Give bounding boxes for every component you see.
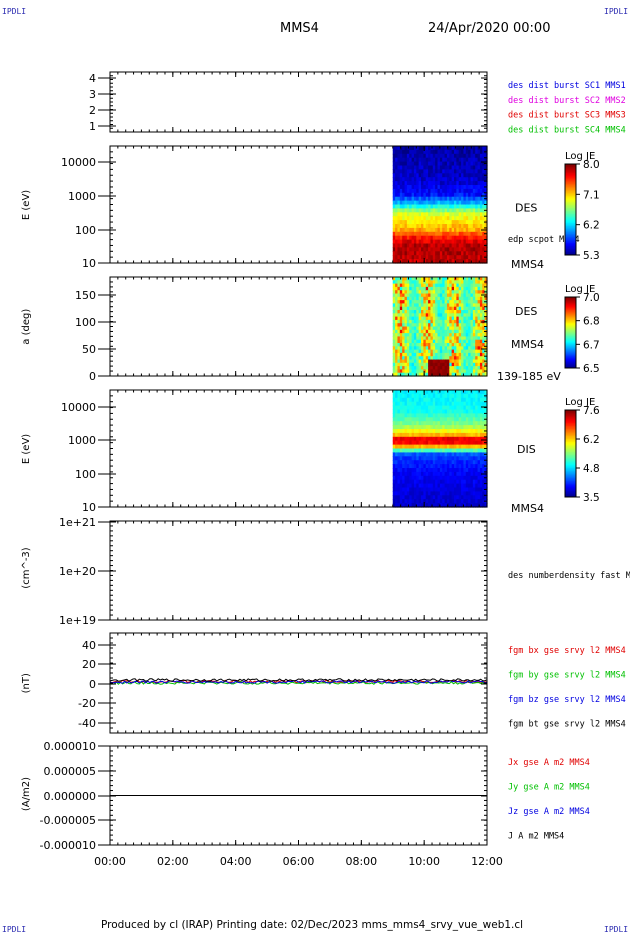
magnetic-y-tick-label: 40 — [82, 639, 96, 652]
magnetic-legend-entry: fgm by gse srvy l2 MMS4 — [508, 671, 626, 681]
magnetic-y-tick-label: 0 — [89, 678, 96, 691]
magnetic-legend-entry: fgm bz gse srvy l2 MMS4 — [508, 695, 626, 705]
burst-y-tick-label: 3 — [89, 88, 96, 101]
des-energy-y-tick-label: 10 — [82, 257, 96, 270]
des-pitch-y-axis-label: a (deg) — [21, 309, 32, 345]
des-energy-colorbar-tick-label: 6.2 — [583, 220, 600, 232]
dis-energy-colorbar-tick-label: 4.8 — [583, 463, 600, 475]
dis-energy-y-tick-label: 1000 — [68, 434, 96, 447]
des-energy-label-instrument: DES — [515, 202, 537, 215]
des-energy-y-tick-label: 10000 — [61, 156, 96, 169]
burst-y-tick-label: 4 — [89, 72, 96, 85]
des-energy-y-tick-label: 100 — [75, 224, 96, 237]
density-y-tick-label: 1e+19 — [59, 614, 96, 627]
des-pitch-colorbar-tick-label: 7.0 — [583, 292, 600, 304]
magnetic-y-tick-label: -20 — [78, 697, 96, 710]
des-pitch-colorbar-tick-label: 6.5 — [583, 363, 600, 375]
magnetic-y-axis-label: (nT) — [21, 673, 32, 693]
dis-energy-colorbar-tick-label: 3.5 — [583, 492, 600, 504]
dis-energy-y-tick-label: 10 — [82, 501, 96, 514]
dis-energy-label-spacecraft: MMS4 — [511, 502, 544, 515]
magnetic-y-tick-label: -40 — [78, 717, 96, 730]
density-y-tick-label: 1e+21 — [59, 516, 96, 529]
burst-y-tick-label: 2 — [89, 104, 96, 117]
des-energy-y-tick-label: 1000 — [68, 190, 96, 203]
des-pitch-y-tick-label: 0 — [89, 370, 96, 383]
des-pitch-label-energy-range: 139-185 eV — [497, 370, 561, 383]
magnetic-legend-entry: fgm bx gse srvy l2 MMS4 — [508, 646, 626, 656]
dis-energy-y-tick-label: 10000 — [61, 401, 96, 414]
des-energy-y-axis-label: E (eV) — [21, 190, 32, 220]
dis-energy-label-instrument: DIS — [517, 443, 536, 456]
des-energy-label-spacecraft: MMS4 — [511, 258, 544, 271]
dis-energy-colorbar-tick-label: 6.2 — [583, 434, 600, 446]
magnetic-legend-entry: fgm bt gse srvy l2 MMS4 — [508, 720, 626, 730]
des-pitch-label-spacecraft: MMS4 — [511, 338, 544, 351]
des-energy-colorbar-tick-label: 5.3 — [583, 250, 600, 262]
dis-energy-y-tick-label: 100 — [75, 468, 96, 481]
density-y-axis-label: (cm^-3) — [21, 547, 32, 588]
burst-legend-entry: des dist burst SC4 MMS4 — [508, 125, 626, 135]
dis-energy-colorbar-tick-label: 7.6 — [583, 405, 600, 417]
magnetic-y-tick-label: 20 — [82, 658, 96, 671]
des-pitch-y-tick-label: 150 — [75, 289, 96, 302]
des-pitch-y-tick-label: 50 — [82, 343, 96, 356]
burst-legend-entry: des dist burst SC3 MMS3 — [508, 111, 626, 121]
burst-frame — [110, 72, 487, 132]
des-energy-colorbar-tick-label: 7.1 — [583, 189, 600, 201]
magnetic-series-line — [110, 679, 487, 681]
des-pitch-colorbar-tick-label: 6.8 — [583, 316, 600, 328]
des-pitch-label-instrument: DES — [515, 305, 537, 318]
des-energy-colorbar-tick-label: 8.0 — [583, 159, 600, 171]
des-pitch-y-tick-label: 100 — [75, 316, 96, 329]
burst-legend-entry: des dist burst SC2 MMS2 — [508, 96, 626, 106]
density-y-tick-label: 1e+20 — [59, 565, 96, 578]
density-label-right: des numberdensity fast M — [508, 571, 630, 581]
des-pitch-colorbar-tick-label: 6.7 — [583, 339, 600, 351]
burst-legend-entry: des dist burst SC1 MMS1 — [508, 81, 626, 91]
dis-energy-y-axis-label: E (eV) — [21, 434, 32, 464]
density-frame — [110, 521, 487, 620]
burst-y-tick-label: 1 — [89, 120, 96, 133]
